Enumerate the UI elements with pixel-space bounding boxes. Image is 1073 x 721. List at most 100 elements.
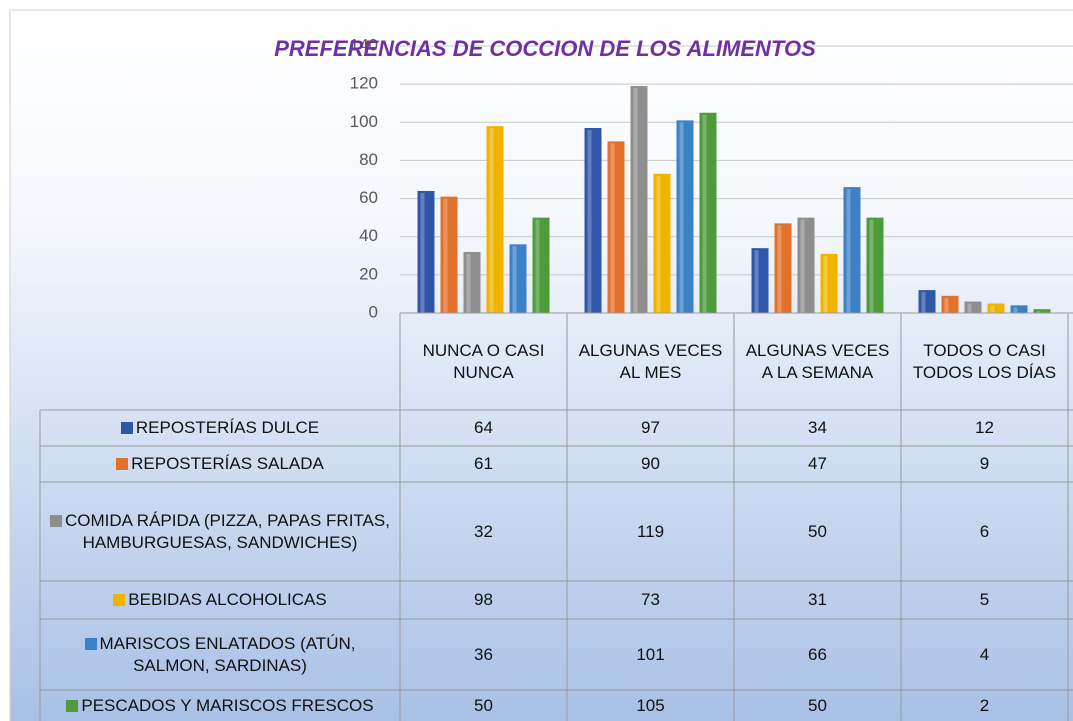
y-tick-label: 80 xyxy=(359,150,378,169)
legend-key xyxy=(84,637,97,650)
table-value: 73 xyxy=(641,590,660,609)
bar-highlight xyxy=(921,292,926,313)
table-value: 4 xyxy=(979,644,990,664)
legend-label: COMIDA RÁPIDA (PIZZA, PAPAS FRITAS, HAMB… xyxy=(65,510,390,552)
table-value: 50 xyxy=(808,521,827,541)
legend-label: REPOSTERÍAS SALADA xyxy=(131,454,324,473)
legend-label: MARISCOS ENLATADOS (ATÚN, SALMON, SARDIN… xyxy=(99,633,356,675)
bar-highlight xyxy=(800,219,805,313)
bar-highlight xyxy=(1013,307,1018,313)
bar-highlight xyxy=(489,128,494,313)
bar xyxy=(486,126,504,313)
legend-entry: BEBIDAS ALCOHOLICAS xyxy=(40,581,400,619)
bar-highlight xyxy=(512,246,517,313)
bar-highlight xyxy=(466,253,471,313)
legend-label: BEBIDAS ALCOHOLICAS xyxy=(128,590,327,609)
bar-highlight xyxy=(587,130,592,313)
legend-entry: REPOSTERÍAS SALADA xyxy=(40,446,400,482)
bar xyxy=(820,253,838,313)
legend-entry: MARISCOS ENLATADOS (ATÚN, SALMON, SARDIN… xyxy=(40,619,400,690)
legend-key xyxy=(66,700,79,712)
table-value: 47 xyxy=(808,454,827,473)
bar xyxy=(941,295,959,313)
table-value: 2 xyxy=(979,696,990,715)
table-value: 105 xyxy=(636,696,665,715)
bar xyxy=(653,173,671,313)
bar xyxy=(440,196,458,313)
bar xyxy=(774,223,792,313)
legend-key xyxy=(50,514,63,527)
bar-highlight xyxy=(823,255,828,313)
bar-highlight xyxy=(1036,311,1041,313)
table-value: 66 xyxy=(808,644,827,664)
bar xyxy=(463,251,481,313)
bar xyxy=(751,248,769,313)
y-tick-label: 140 xyxy=(350,35,378,54)
table-value: 61 xyxy=(474,454,493,473)
bar xyxy=(918,290,936,313)
bar-highlight xyxy=(610,143,615,313)
table-value: 5 xyxy=(979,590,990,609)
bar xyxy=(964,301,982,313)
bar xyxy=(509,244,527,313)
table-value: 101 xyxy=(636,644,665,664)
y-tick-label: 20 xyxy=(359,264,378,283)
table-value: 34 xyxy=(808,418,827,437)
y-tick-label: 40 xyxy=(359,226,378,245)
bar xyxy=(630,86,648,313)
bar xyxy=(676,120,694,313)
bar-highlight xyxy=(869,219,874,313)
table-value: 6 xyxy=(979,521,990,541)
bar-highlight xyxy=(846,189,851,313)
legend-entry: COMIDA RÁPIDA (PIZZA, PAPAS FRITAS, HAMB… xyxy=(40,482,400,581)
table-value: 12 xyxy=(975,418,994,437)
y-tick-label: 0 xyxy=(369,302,378,321)
y-tick-label: 60 xyxy=(359,188,378,207)
table-value: 50 xyxy=(808,696,827,715)
bar-highlight xyxy=(754,250,759,313)
bar-highlight xyxy=(944,297,949,313)
category-label: NUNCA O CASI NUNCA xyxy=(422,340,545,382)
bar-highlight xyxy=(777,225,782,313)
bar-highlight xyxy=(990,305,995,313)
bar-highlight xyxy=(656,175,661,313)
table-value: 50 xyxy=(474,696,493,715)
legend-key xyxy=(113,594,126,606)
legend-entry: PESCADOS Y MARISCOS FRESCOS xyxy=(40,690,400,721)
bar-highlight xyxy=(420,192,425,313)
bar xyxy=(607,141,625,313)
table-value: 97 xyxy=(641,418,660,437)
table-value: 31 xyxy=(808,590,827,609)
bar xyxy=(797,217,815,313)
bar-highlight xyxy=(443,198,448,313)
chart-title: PREFERENCIAS DE COCCION DE LOS ALIMENTOS xyxy=(274,36,816,61)
category-label: ALGUNAS VECES A LA SEMANA xyxy=(745,340,890,382)
legend-key xyxy=(120,422,133,434)
bar xyxy=(1010,305,1028,313)
category-label: TODOS O CASI TODOS LOS DÍAS xyxy=(912,340,1057,382)
bar xyxy=(987,303,1005,313)
table-value: 98 xyxy=(474,590,493,609)
bar-highlight xyxy=(967,303,972,313)
bar xyxy=(417,190,435,313)
table-value: 9 xyxy=(979,454,990,473)
legend-entry: REPOSTERÍAS DULCE xyxy=(40,410,400,446)
table-value: 119 xyxy=(636,521,665,541)
y-tick-label: 100 xyxy=(350,112,378,131)
table-value: 32 xyxy=(474,521,493,541)
bar-highlight xyxy=(633,88,638,313)
bar-highlight xyxy=(702,114,707,313)
category-label: ALGUNAS VECES AL MES xyxy=(578,340,723,382)
y-tick-label: 120 xyxy=(350,74,378,93)
legend-label: PESCADOS Y MARISCOS FRESCOS xyxy=(81,696,374,715)
bar xyxy=(584,128,602,313)
table-value: 36 xyxy=(474,644,493,664)
bar xyxy=(532,217,550,313)
bar-highlight xyxy=(679,122,684,313)
bar-highlight xyxy=(535,219,540,313)
chart-background xyxy=(9,9,1073,721)
legend-key xyxy=(116,458,129,470)
bar xyxy=(843,187,861,313)
